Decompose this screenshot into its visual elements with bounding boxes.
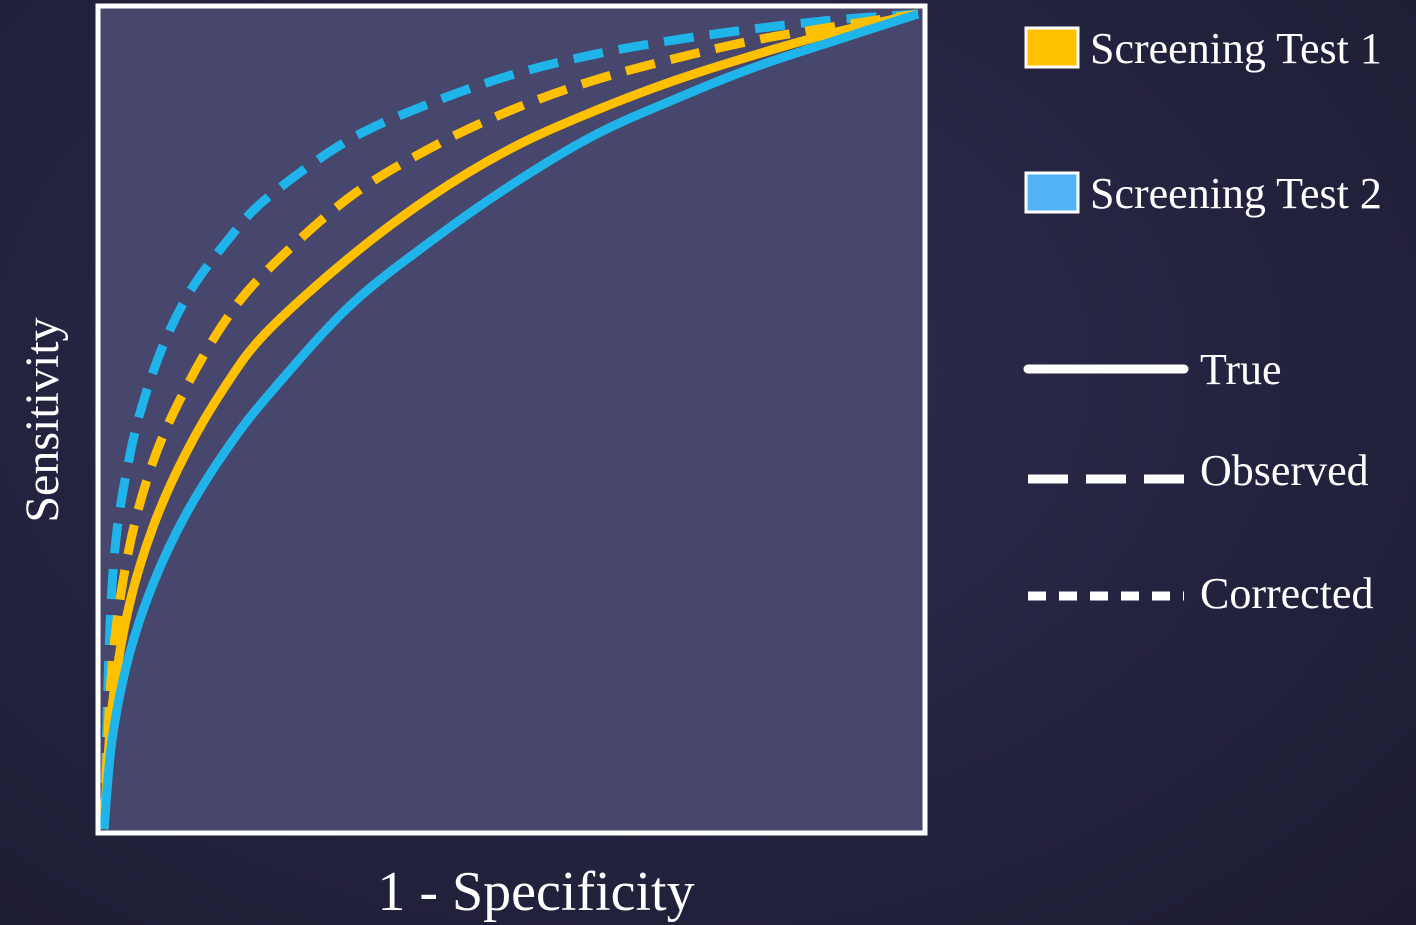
legend-swatch-test-2 [1024, 171, 1080, 214]
legend-label-corrected: Corrected [1200, 569, 1373, 618]
series-line-screening-test-1-true [100, 9, 919, 830]
legend-label-true: True [1200, 345, 1282, 394]
legend: Screening Test 1 Screening Test 2 True O… [1023, 24, 1382, 618]
series-line-screening-test-1-observed [100, 9, 919, 830]
series-line-screening-test-2-true [100, 9, 920, 830]
y-axis-label: Sensitivity [16, 317, 69, 522]
plot-area [98, 6, 925, 833]
legend-swatch-test-1 [1024, 26, 1080, 69]
series-layer [100, 9, 920, 830]
legend-label-test-1: Screening Test 1 [1090, 24, 1382, 73]
x-axis-label: 1 - Specificity [377, 861, 694, 923]
series-line-screening-test-2-observed [100, 9, 919, 830]
legend-label-test-2: Screening Test 2 [1090, 169, 1382, 218]
legend-label-observed: Observed [1200, 446, 1369, 495]
plot-frame [95, 3, 928, 836]
